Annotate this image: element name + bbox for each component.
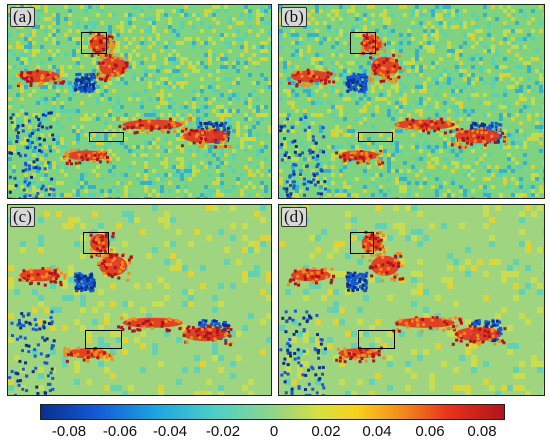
region-of-interest-box <box>81 32 107 54</box>
panel-label: (d) <box>281 207 307 227</box>
colorbar-tick-label: -0.06 <box>102 423 138 440</box>
deformation-map-d <box>279 205 544 395</box>
region-of-interest-box <box>89 132 124 142</box>
deformation-map-panel-d: (d) <box>278 204 545 396</box>
region-of-interest-box <box>358 132 393 142</box>
panel-label: (c) <box>10 207 35 227</box>
deformation-map-c <box>8 205 271 395</box>
colorbar-tick-label: 0.02 <box>311 423 341 440</box>
deformation-map-a <box>8 5 271 198</box>
region-of-interest-box <box>85 330 122 349</box>
panel-label: (b) <box>281 7 307 27</box>
region-of-interest-box <box>358 330 395 349</box>
colorbar-tick-label: 0 <box>269 423 279 440</box>
colorbar-tick-label: -0.08 <box>51 423 87 440</box>
deformation-map-panel-c: (c) <box>7 204 272 396</box>
deformation-map-panel-a: (a) <box>7 4 272 199</box>
panel-label: (a) <box>10 7 35 27</box>
region-of-interest-box <box>350 232 374 254</box>
colorbar-tick-label: -0.02 <box>205 423 241 440</box>
deformation-map-panel-b: (b) <box>278 4 545 199</box>
colorbar-tick-label: 0.04 <box>362 423 392 440</box>
deformation-map-b <box>279 5 544 198</box>
colorbar <box>40 404 505 420</box>
colorbar-tick-label: -0.04 <box>152 423 188 440</box>
region-of-interest-box <box>350 32 376 54</box>
colorbar-tick-label: 0.08 <box>467 423 497 440</box>
colorbar-tick-label: 0.06 <box>415 423 445 440</box>
region-of-interest-box <box>83 232 109 254</box>
